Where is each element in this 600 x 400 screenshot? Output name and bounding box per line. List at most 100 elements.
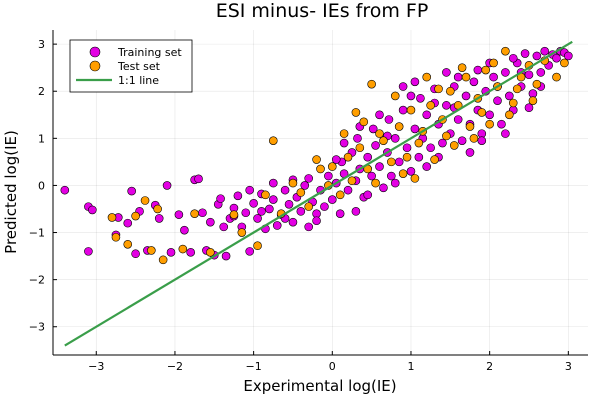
test-point bbox=[465, 122, 475, 131]
test-point bbox=[422, 72, 432, 82]
training-point bbox=[304, 174, 313, 183]
y-tick-label: 1 bbox=[38, 132, 45, 145]
x-tick-label: 3 bbox=[565, 360, 572, 373]
test-point bbox=[253, 241, 262, 251]
y-tick-label: −1 bbox=[29, 227, 45, 240]
test-point bbox=[430, 155, 439, 164]
training-point bbox=[422, 162, 432, 171]
test-point bbox=[304, 202, 313, 211]
training-point bbox=[485, 110, 494, 120]
training-point bbox=[331, 155, 341, 164]
test-point bbox=[387, 157, 396, 167]
training-point bbox=[402, 143, 412, 153]
x-tick-label: 0 bbox=[329, 360, 336, 373]
test-point bbox=[131, 211, 140, 221]
training-point bbox=[265, 204, 274, 214]
y-axis-label: Predicted log(IE) bbox=[2, 130, 20, 254]
training-point bbox=[461, 91, 471, 101]
training-point bbox=[465, 148, 475, 157]
test-point bbox=[367, 79, 376, 89]
test-point bbox=[158, 255, 168, 265]
training-point bbox=[123, 218, 133, 228]
training-point bbox=[453, 115, 463, 124]
training-point bbox=[186, 248, 195, 257]
training-point bbox=[162, 181, 172, 190]
training-point bbox=[60, 185, 70, 195]
training-point bbox=[253, 214, 262, 223]
legend-training-label: Training set bbox=[117, 46, 182, 59]
training-point bbox=[469, 77, 479, 87]
test-point bbox=[351, 108, 361, 117]
training-point bbox=[353, 134, 362, 143]
training-point bbox=[245, 247, 254, 256]
training-point bbox=[532, 51, 542, 61]
training-point bbox=[489, 72, 498, 82]
training-point bbox=[508, 53, 518, 63]
training-point bbox=[520, 49, 530, 58]
training-point bbox=[410, 77, 420, 87]
training-point bbox=[284, 199, 294, 209]
x-tick-label: 1 bbox=[407, 360, 414, 373]
y-tick-label: 3 bbox=[38, 38, 45, 51]
test-point bbox=[457, 63, 467, 72]
training-point bbox=[219, 222, 229, 232]
training-point bbox=[540, 46, 550, 56]
training-point bbox=[416, 93, 425, 103]
test-point bbox=[442, 131, 451, 141]
training-point bbox=[442, 101, 451, 110]
training-point bbox=[249, 199, 258, 208]
test-point bbox=[426, 101, 435, 110]
training-point bbox=[300, 181, 310, 190]
training-point bbox=[371, 141, 380, 150]
training-point bbox=[221, 251, 231, 261]
training-point bbox=[552, 53, 561, 63]
test-point bbox=[508, 98, 518, 108]
test-point bbox=[410, 174, 420, 183]
test-point bbox=[261, 190, 270, 200]
test-point bbox=[481, 65, 491, 75]
chart-labels: ESI minus- IEs from FP Experimental log(… bbox=[2, 0, 428, 395]
training-point bbox=[398, 82, 408, 91]
training-point bbox=[363, 190, 373, 200]
training-point bbox=[131, 249, 140, 259]
test-point bbox=[316, 164, 325, 174]
training-point bbox=[241, 208, 251, 218]
test-point bbox=[449, 141, 459, 150]
test-point bbox=[379, 136, 388, 145]
test-point bbox=[229, 210, 239, 219]
legend-line-label: 1:1 line bbox=[118, 74, 159, 87]
training-point bbox=[501, 129, 510, 138]
legend-test-label: Test set bbox=[117, 60, 161, 73]
chart-title: ESI minus- IEs from FP bbox=[216, 0, 429, 22]
test-point bbox=[153, 204, 162, 214]
training-point bbox=[524, 103, 534, 113]
grid bbox=[53, 30, 588, 355]
training-point bbox=[406, 91, 416, 101]
test-point bbox=[414, 138, 424, 148]
test-point bbox=[296, 188, 306, 197]
training-point bbox=[501, 68, 510, 77]
training-point bbox=[390, 178, 400, 188]
test-point bbox=[505, 110, 514, 120]
test-point bbox=[446, 86, 455, 96]
legend-test-marker bbox=[89, 60, 101, 72]
training-point bbox=[339, 138, 349, 148]
test-point bbox=[237, 228, 247, 237]
test-point bbox=[390, 91, 400, 101]
test-point bbox=[469, 134, 479, 143]
training-point bbox=[536, 68, 546, 77]
y-tick-label: 2 bbox=[38, 85, 45, 98]
training-point bbox=[280, 185, 290, 195]
training-point bbox=[414, 152, 424, 162]
test-point bbox=[532, 79, 542, 89]
test-point bbox=[485, 119, 494, 129]
training-point bbox=[335, 209, 345, 218]
training-point bbox=[426, 143, 435, 153]
training-point bbox=[351, 207, 361, 216]
axes: −3 −2 −1 0 1 2 3 −3 −2 −1 0 1 2 3 bbox=[29, 30, 588, 373]
training-point bbox=[390, 134, 400, 143]
test-point bbox=[375, 129, 384, 138]
training-point bbox=[477, 136, 487, 145]
training-point bbox=[564, 51, 573, 61]
